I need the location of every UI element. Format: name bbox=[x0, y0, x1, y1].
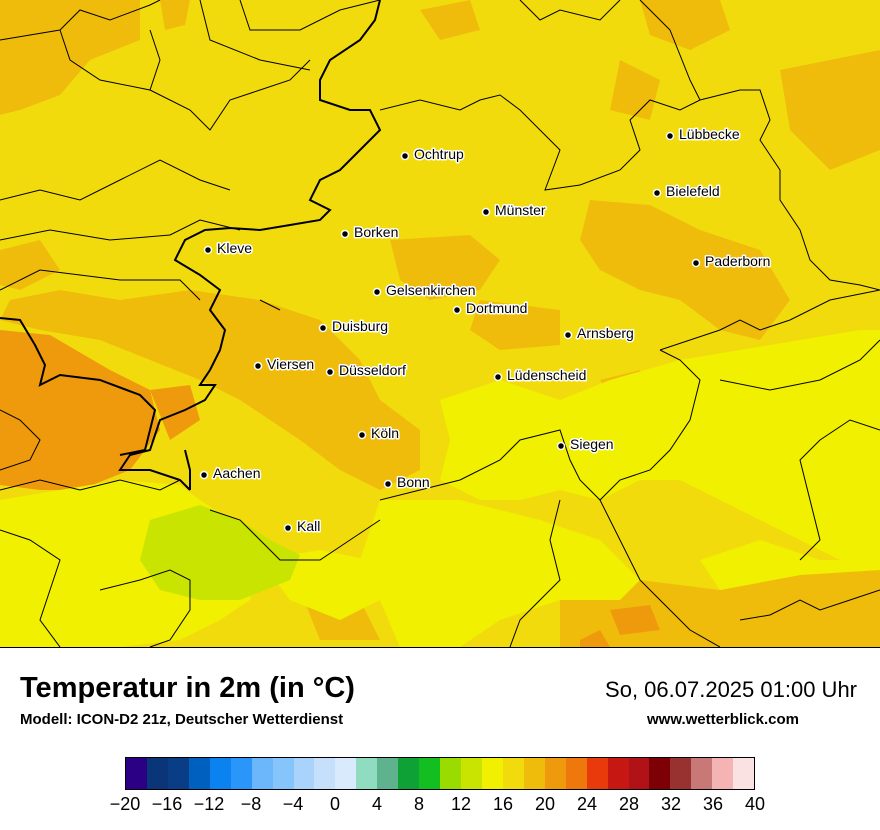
legend-swatch bbox=[607, 758, 629, 789]
city-label: Arnsberg bbox=[577, 325, 634, 341]
legend-tick-label: 8 bbox=[413, 794, 425, 814]
city-label: Dortmund bbox=[466, 300, 527, 316]
city-marker[interactable]: Paderborn bbox=[691, 252, 772, 271]
legend-swatch bbox=[649, 758, 671, 789]
city-label: Lübbecke bbox=[679, 126, 740, 142]
city-marker[interactable]: Lübbecke bbox=[665, 125, 741, 144]
city-marker[interactable]: Gelsenkirchen bbox=[372, 281, 477, 300]
legend-swatch bbox=[712, 758, 734, 789]
city-marker[interactable]: Arnsberg bbox=[563, 324, 635, 343]
legend-swatch bbox=[628, 758, 650, 789]
city-label: Lüdenscheid bbox=[507, 367, 586, 383]
legend-swatch bbox=[502, 758, 524, 789]
city-marker[interactable]: Siegen bbox=[556, 435, 615, 454]
forecast-datetime: So, 06.07.2025 01:00 Uhr bbox=[605, 677, 857, 702]
legend-swatch bbox=[461, 758, 482, 789]
legend-swatch bbox=[356, 758, 378, 789]
website-link[interactable]: www.wetterblick.com bbox=[647, 711, 799, 728]
legend-swatch bbox=[126, 758, 147, 789]
legend-swatch bbox=[335, 758, 357, 789]
legend-tick-label: 12 bbox=[450, 794, 472, 814]
legend-tick-label: −12 bbox=[193, 794, 225, 814]
legend-tick-label: −4 bbox=[282, 794, 304, 814]
hot-areas bbox=[0, 330, 660, 647]
city-marker[interactable]: Aachen bbox=[199, 464, 262, 483]
city-marker[interactable]: Dortmund bbox=[452, 299, 529, 318]
legend-tick-label: 32 bbox=[660, 794, 682, 814]
map-title: Temperatur in 2m (in °C) bbox=[20, 672, 355, 704]
city-marker[interactable]: Bielefeld bbox=[652, 182, 721, 201]
legend-tick-label: 28 bbox=[618, 794, 640, 814]
legend-swatch bbox=[481, 758, 503, 789]
legend-swatch bbox=[293, 758, 315, 789]
city-marker[interactable]: Borken bbox=[340, 223, 400, 242]
legend-tick-label: 20 bbox=[534, 794, 556, 814]
city-marker[interactable]: Viersen bbox=[253, 355, 316, 374]
legend-tick-label: 24 bbox=[576, 794, 598, 814]
city-marker[interactable]: Düsseldorf bbox=[325, 361, 408, 380]
city-label: Ochtrup bbox=[414, 146, 464, 162]
city-label: Kleve bbox=[217, 240, 252, 256]
legend-swatch bbox=[419, 758, 441, 789]
city-marker[interactable]: Kleve bbox=[203, 239, 254, 258]
legend-swatch bbox=[398, 758, 420, 789]
city-label: Kall bbox=[297, 518, 320, 534]
city-label: Borken bbox=[354, 224, 398, 240]
coolest-areas bbox=[140, 505, 300, 600]
legend-swatch bbox=[209, 758, 231, 789]
legend-swatch bbox=[586, 758, 608, 789]
legend-swatch bbox=[565, 758, 587, 789]
legend-swatch bbox=[167, 758, 189, 789]
city-label: Düsseldorf bbox=[339, 362, 406, 378]
legend-swatch bbox=[733, 758, 755, 789]
legend-tick-label: 16 bbox=[492, 794, 514, 814]
city-label: Siegen bbox=[570, 436, 614, 452]
city-marker[interactable]: Duisburg bbox=[318, 317, 390, 336]
legend-tick-labels: −20 −16 −12 −8 −4 0 4 8 12 16 20 24 28 32 36 40 bbox=[0, 794, 880, 820]
legend-tick-label: 4 bbox=[371, 794, 383, 814]
legend-tick-label: 0 bbox=[329, 794, 341, 814]
legend-swatch bbox=[691, 758, 713, 789]
city-marker[interactable]: Ochtrup bbox=[400, 145, 466, 164]
legend-swatch bbox=[314, 758, 336, 789]
city-label: Köln bbox=[371, 425, 399, 441]
state-borders bbox=[0, 0, 382, 491]
city-marker[interactable]: Münster bbox=[481, 201, 547, 220]
city-marker[interactable]: Kall bbox=[283, 517, 322, 536]
legend-swatch bbox=[377, 758, 399, 789]
legend-tick-label: −8 bbox=[240, 794, 262, 814]
legend-swatch bbox=[146, 758, 168, 789]
legend-swatch bbox=[670, 758, 692, 789]
city-label: Viersen bbox=[267, 356, 314, 372]
legend-swatch bbox=[188, 758, 210, 789]
city-label: Aachen bbox=[213, 465, 260, 481]
city-label: Münster bbox=[495, 202, 546, 218]
city-marker[interactable]: Lüdenscheid bbox=[493, 366, 588, 385]
legend-swatch bbox=[440, 758, 461, 789]
model-source: Modell: ICON-D2 21z, Deutscher Wetterdie… bbox=[20, 711, 344, 728]
legend-swatch bbox=[272, 758, 294, 789]
district-borders bbox=[0, 0, 880, 647]
city-label: Bielefeld bbox=[666, 183, 720, 199]
legend-tick-label: 40 bbox=[744, 794, 766, 814]
city-label: Bonn bbox=[397, 474, 430, 490]
map-canvas: Ochtrup Lübbecke Bielefeld Münster Borke… bbox=[0, 0, 880, 647]
legend-tick-label: 36 bbox=[702, 794, 724, 814]
temperature-map[interactable]: Ochtrup Lübbecke Bielefeld Münster Borke… bbox=[0, 0, 880, 648]
city-markers: Ochtrup Lübbecke Bielefeld Münster Borke… bbox=[199, 125, 772, 536]
legend-tick-label: −20 bbox=[109, 794, 141, 814]
city-label: Paderborn bbox=[705, 253, 770, 269]
legend-swatch bbox=[544, 758, 566, 789]
city-marker[interactable]: Bonn bbox=[383, 473, 431, 492]
city-marker[interactable]: Köln bbox=[357, 424, 401, 443]
color-scale-legend bbox=[125, 757, 755, 790]
city-label: Gelsenkirchen bbox=[386, 282, 476, 298]
legend-swatch bbox=[251, 758, 273, 789]
legend-swatch bbox=[523, 758, 545, 789]
city-label: Duisburg bbox=[332, 318, 388, 334]
legend-tick-label: −16 bbox=[151, 794, 183, 814]
legend-swatch bbox=[230, 758, 252, 789]
